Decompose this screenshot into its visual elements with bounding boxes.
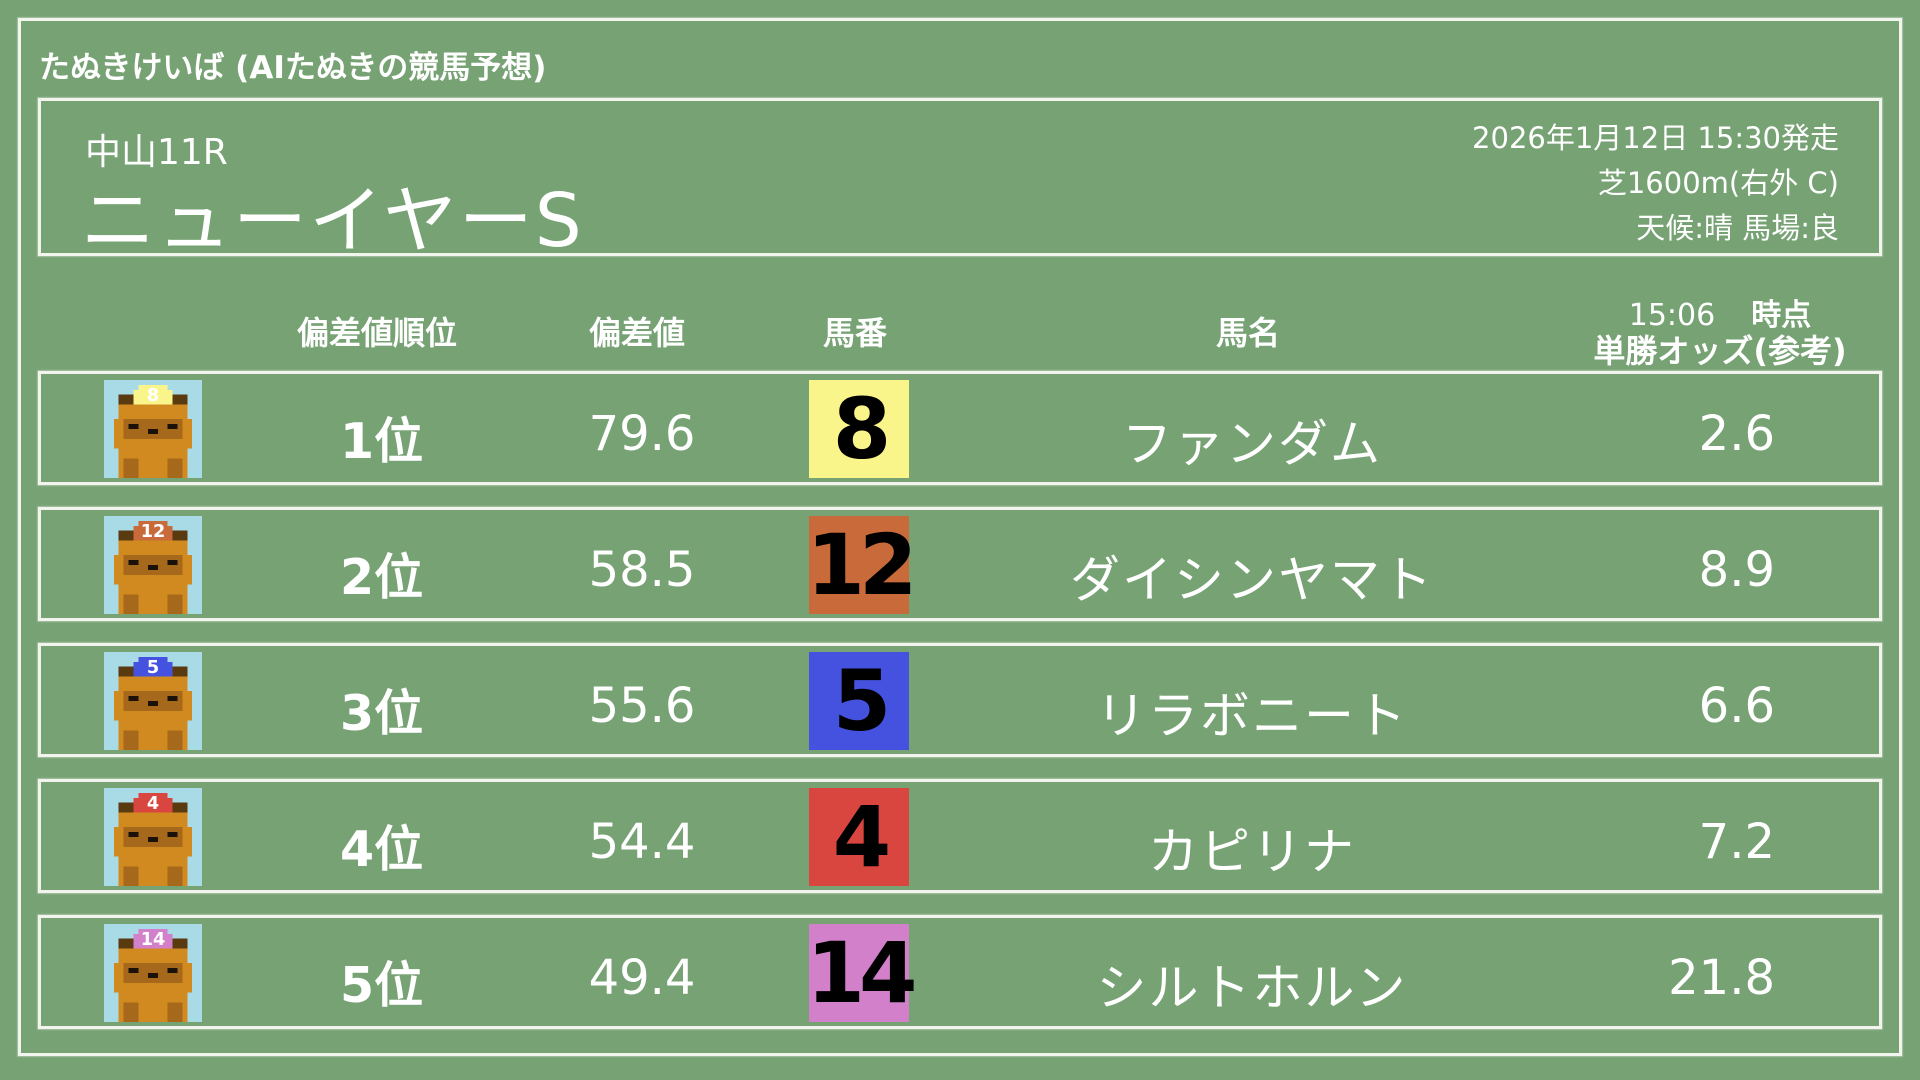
- horse-number-badge: 5: [809, 652, 909, 750]
- race-datetime: 2026年1月12日 15:30発走: [1472, 121, 1839, 155]
- horse-name: ダイシンヤマト: [1070, 551, 1434, 609]
- win-odds: 2.6: [1698, 406, 1775, 462]
- rank: 5位: [340, 957, 424, 1014]
- deviation-score: 58.5: [588, 542, 696, 598]
- horse-row: 14 5位 49.4 14 シルトホルン 21.8: [38, 915, 1882, 1029]
- horse-row: 8 1位 79.6 8 ファンダム 2.6: [38, 371, 1882, 485]
- horse-name: ファンダム: [1122, 415, 1382, 473]
- win-odds: 7.2: [1698, 814, 1775, 870]
- tanuki-avatar-icon: 12: [103, 516, 203, 614]
- win-odds: 8.9: [1698, 542, 1775, 598]
- board-frame: [18, 18, 1902, 1056]
- horse-row: 4 4位 54.4 4 カピリナ 7.2: [38, 779, 1882, 893]
- tanuki-avatar-icon: 8: [103, 380, 203, 478]
- race-header: 中山11R ニューイヤーS 2026年1月12日 15:30発走 芝1600m(…: [38, 98, 1882, 264]
- svg-text:14: 14: [141, 930, 166, 950]
- horse-name: カピリナ: [1148, 823, 1356, 881]
- rank: 1位: [340, 413, 424, 470]
- odds-time: 15:06: [1628, 298, 1716, 333]
- col-odds: 15:06 時点 単勝オッズ(参考): [1593, 290, 1846, 368]
- deviation-score: 49.4: [588, 950, 696, 1006]
- win-odds: 6.6: [1698, 678, 1775, 734]
- col-name: 馬名: [1215, 314, 1281, 352]
- deviation-score: 79.6: [588, 406, 696, 462]
- col-score: 偏差値: [588, 314, 686, 352]
- race-venue-round: 中山11R: [85, 132, 228, 173]
- col-rank: 偏差値順位: [296, 314, 458, 352]
- rank: 2位: [340, 549, 424, 606]
- horse-row: 5 3位 55.6 5 リラボニート 6.6: [38, 643, 1882, 757]
- col-number: 馬番: [822, 314, 888, 352]
- tanuki-avatar-icon: 14: [103, 924, 203, 1022]
- horse-number-badge: 14: [806, 924, 917, 1022]
- horse-number-badge: 12: [806, 516, 917, 614]
- horse-row: 12 2位 58.5 12 ダイシンヤマト 8.9: [38, 507, 1882, 621]
- win-odds: 21.8: [1668, 950, 1775, 1006]
- horse-name: シルトホルン: [1096, 959, 1408, 1017]
- horse-number-badge: 8: [809, 380, 909, 478]
- svg-text:4: 4: [147, 794, 159, 814]
- race-course: 芝1600m(右外 C): [1597, 166, 1839, 200]
- odds-time-suffix: 時点: [1751, 298, 1812, 333]
- race-conditions: 天候:晴 馬場:良: [1636, 211, 1839, 245]
- svg-text:5: 5: [147, 658, 159, 678]
- horse-number-badge: 4: [809, 788, 909, 886]
- rank: 3位: [340, 685, 424, 742]
- app-title: たぬきけいば (AIたぬきの競馬予想): [39, 50, 547, 86]
- tanuki-avatar-icon: 5: [103, 652, 203, 750]
- race-name: ニューイヤーS: [81, 178, 584, 264]
- tanuki-avatar-icon: 4: [103, 788, 203, 886]
- rank: 4位: [340, 821, 424, 878]
- deviation-score: 54.4: [588, 814, 696, 870]
- deviation-score: 55.6: [588, 678, 696, 734]
- odds-label: 単勝オッズ(参考): [1593, 332, 1847, 370]
- svg-text:8: 8: [147, 386, 159, 406]
- svg-text:12: 12: [141, 522, 166, 542]
- horse-name: リラボニート: [1096, 687, 1408, 745]
